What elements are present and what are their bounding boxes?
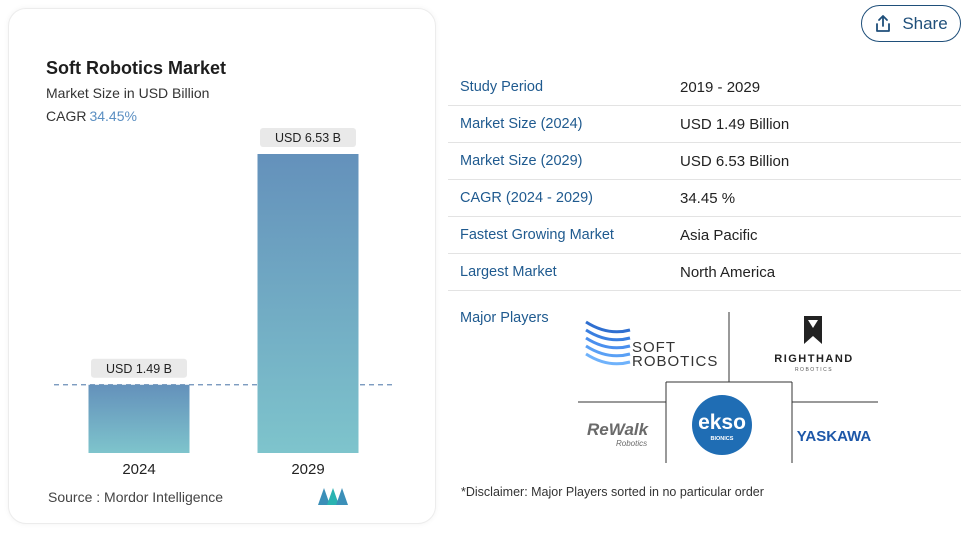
stat-row-market-size-2029: Market Size (2029) USD 6.53 Billion — [448, 143, 961, 180]
bar-2029 — [257, 154, 359, 453]
svg-text:ekso: ekso — [698, 411, 746, 434]
chart-title: Soft Robotics Market — [46, 58, 227, 78]
stat-value: 2019 - 2029 — [680, 78, 761, 96]
data-label: USD 1.49 B — [106, 362, 172, 376]
svg-text:YASKAWA: YASKAWA — [797, 428, 872, 445]
stat-row-cagr: CAGR (2024 - 2029) 34.45 % — [448, 180, 961, 217]
righthand-robotics-logo: RIGHTHAND ROBOTICS — [774, 316, 854, 373]
svg-text:BIONICS: BIONICS — [711, 436, 734, 442]
cagr-value: 34.45% — [89, 108, 137, 124]
svg-text:ROBOTICS: ROBOTICS — [795, 367, 833, 373]
svg-text:SOFT: SOFT — [632, 339, 676, 356]
svg-text:RIGHTHAND: RIGHTHAND — [774, 353, 854, 365]
stat-row-fastest-growing: Fastest Growing Market Asia Pacific — [448, 217, 961, 254]
stat-row-study-period: Study Period 2019 - 2029 — [448, 69, 961, 106]
stat-value: USD 1.49 Billion — [680, 115, 790, 133]
cagr-line: CAGR 34.45% — [46, 108, 137, 124]
stat-label: Market Size (2024) — [460, 116, 583, 132]
stat-label: Largest Market — [460, 264, 557, 280]
share-label: Share — [902, 13, 948, 33]
bar-chart: USD 1.49 B 2024 USD 6.53 B 2029 — [54, 128, 394, 478]
bar-2024 — [88, 384, 190, 453]
stat-label: Study Period — [460, 79, 544, 95]
stat-label: CAGR (2024 - 2029) — [460, 190, 593, 206]
ekso-bionics-logo: ekso BIONICS — [692, 395, 752, 455]
stat-row-market-size-2024: Market Size (2024) USD 1.49 Billion — [448, 106, 961, 143]
players-disclaimer: *Disclaimer: Major Players sorted in no … — [461, 485, 764, 499]
stat-row-largest-market: Largest Market North America — [448, 254, 961, 291]
stat-label: Fastest Growing Market — [460, 227, 614, 243]
data-label: USD 6.53 B — [275, 131, 341, 145]
chart-source: Source : Mordor Intelligence — [48, 489, 224, 505]
x-tick-label: 2024 — [122, 461, 155, 478]
mordor-logo-icon — [318, 488, 348, 505]
chart-card — [8, 8, 436, 524]
share-upload-icon — [876, 15, 891, 32]
rewalk-logo: ReWalk Robotics — [587, 420, 650, 448]
share-button[interactable]: Share — [861, 5, 961, 42]
x-tick-label: 2029 — [291, 461, 324, 478]
yaskawa-logo: YASKAWA — [797, 428, 872, 445]
cagr-label: CAGR — [46, 108, 87, 124]
major-players-title: Major Players — [460, 310, 549, 326]
soft-robotics-logo: SOFT ROBOTICS — [585, 320, 718, 370]
stat-value: 34.45 % — [680, 189, 736, 207]
chart-subtitle: Market Size in USD Billion — [46, 85, 210, 101]
svg-text:Robotics: Robotics — [616, 439, 647, 448]
stat-label: Market Size (2029) — [460, 153, 583, 169]
svg-text:ReWalk: ReWalk — [587, 420, 650, 439]
stat-value: USD 6.53 Billion — [680, 152, 790, 170]
stat-value: Asia Pacific — [680, 226, 758, 244]
market-stats-table: Study Period 2019 - 2029 Market Size (20… — [448, 69, 961, 291]
data-label-bg — [91, 358, 187, 378]
data-label-bg — [260, 128, 356, 147]
stat-value: North America — [680, 263, 776, 281]
svg-text:ROBOTICS: ROBOTICS — [632, 353, 718, 370]
